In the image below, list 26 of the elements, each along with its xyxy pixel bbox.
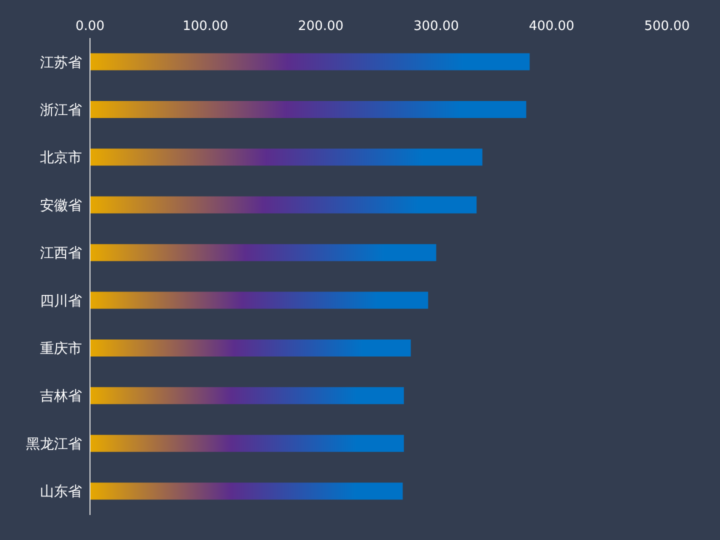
bar [90,244,436,262]
bar [90,53,530,70]
y-tick-label: 黑龙江省 [26,436,82,452]
x-tick-label: 400.00 [528,19,574,34]
bar [90,100,526,118]
x-tick-label: 300.00 [413,19,459,34]
y-tick-label: 江苏省 [40,54,82,71]
y-tick-label: 吉林省 [40,388,82,405]
x-tick-label: 200.00 [298,19,344,34]
bar [90,292,428,309]
x-tick-label: 0.00 [76,19,104,34]
y-tick-label: 山东省 [40,484,82,500]
bar [90,196,477,214]
x-tick-label: 100.00 [182,19,228,34]
bar [90,148,482,166]
bar [90,434,404,452]
y-tick-label: 浙江省 [40,102,82,119]
x-tick-label: 500.00 [644,19,690,34]
bar [90,482,403,500]
bar [90,387,404,404]
y-tick-label: 重庆市 [40,341,82,358]
y-tick-label: 安徽省 [40,198,82,214]
y-tick-label: 北京市 [40,150,82,166]
y-tick-label: 四川省 [40,293,82,310]
bar [90,339,411,356]
y-tick-label: 江西省 [40,246,82,262]
